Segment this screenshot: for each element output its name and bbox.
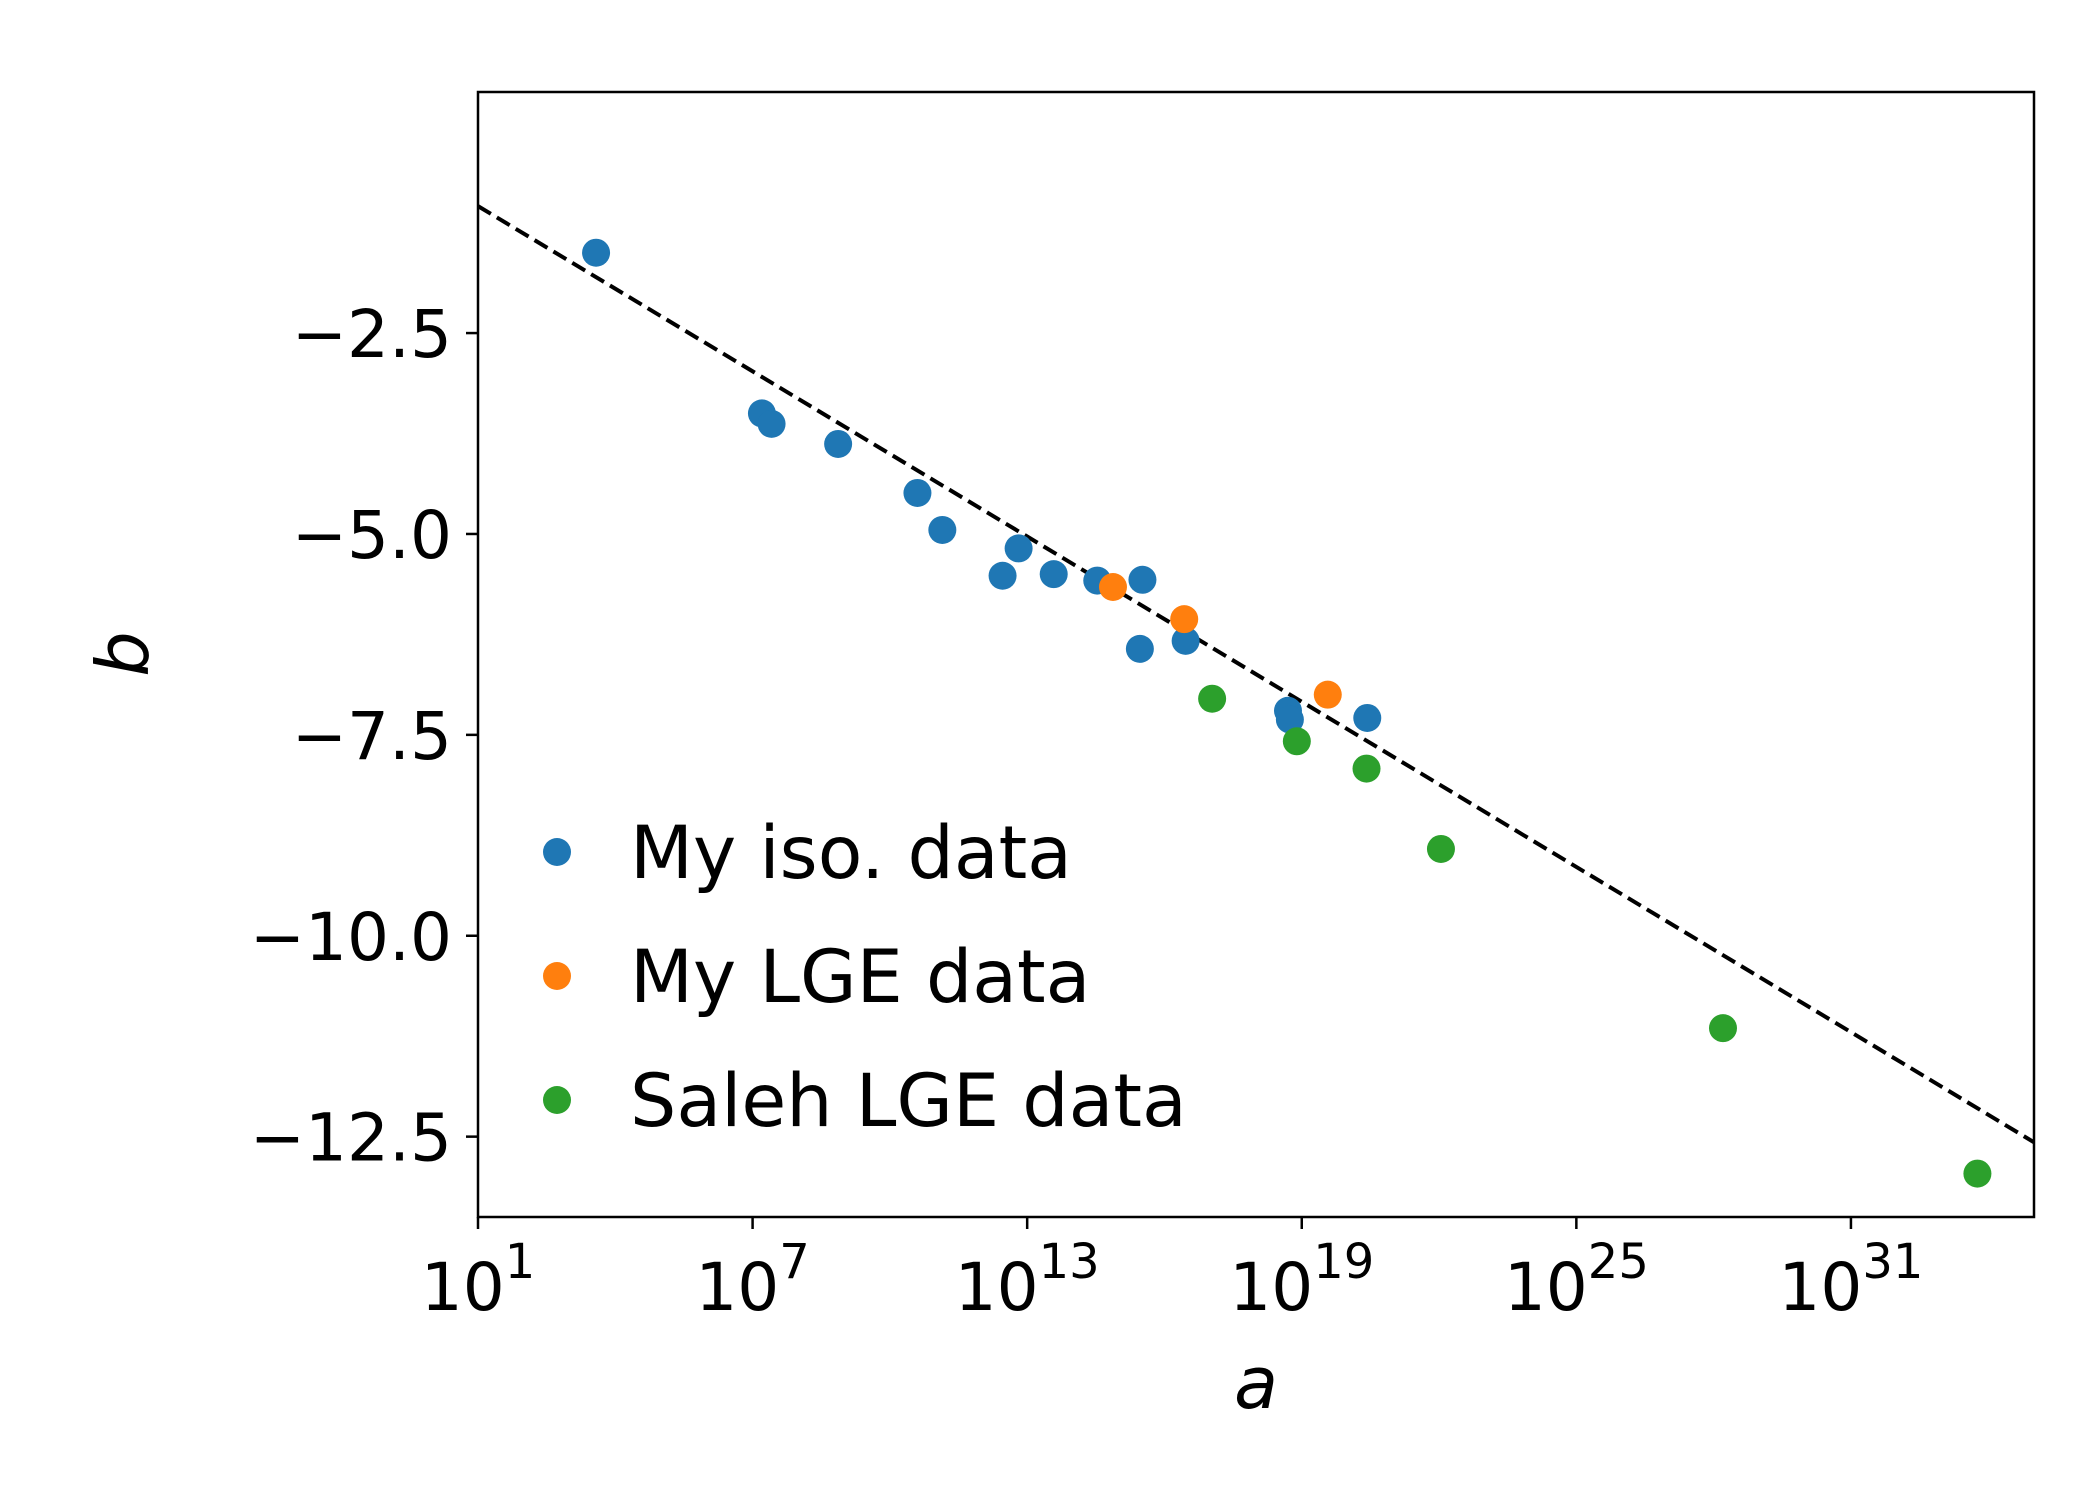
data-point [582,238,611,267]
data-point [1198,684,1227,713]
x-tick-label: 107 [695,1234,810,1326]
legend-marker [543,838,571,866]
x-tick-label: 101 [421,1234,536,1326]
x-tick-label: 1025 [1504,1234,1649,1326]
data-point [1004,534,1033,563]
data-point [1098,573,1127,601]
data-point [1708,1014,1737,1043]
y-tick-label: −2.5 [292,296,452,373]
data-point [1170,605,1199,634]
legend-label: Saleh LGE data [630,1059,1187,1144]
data-point [1313,680,1342,709]
data-point [1128,565,1157,594]
data-point [1963,1159,1992,1188]
data-point [1352,754,1381,783]
y-tick-label: −7.5 [292,698,452,775]
data-point [757,409,786,438]
data-point [1125,634,1154,663]
data-point [1039,560,1068,589]
legend-marker [543,1086,571,1114]
legend-label: My iso. data [630,811,1072,896]
y-axis: −2.5 −5.0 −7.5 −10.0 −12.5 [250,296,478,1177]
data-point [1282,727,1311,756]
x-tick-label: 1019 [1229,1234,1374,1326]
data-point [988,561,1017,590]
plot-frame [476,90,2036,1219]
fit-line [476,204,2036,1144]
legend: My iso. data My LGE data Saleh LGE data [543,811,1187,1144]
data-point [1171,626,1200,655]
data-point [1275,705,1304,734]
data-point [1426,834,1455,863]
data-point [1353,703,1382,732]
x-axis: 101 107 1013 1019 1025 1031 [421,1217,1923,1326]
x-axis-label: a [1234,1341,1278,1425]
legend-marker [543,962,571,990]
data-point [903,478,932,507]
x-tick-label: 1031 [1778,1234,1923,1326]
y-tick-label: −5.0 [292,497,452,574]
y-tick-label: −10.0 [250,899,452,976]
plot-marks [476,204,2036,1188]
y-axis-label: b [81,631,165,677]
x-tick-label: 1013 [955,1234,1100,1326]
legend-label: My LGE data [630,935,1090,1020]
y-tick-label: −12.5 [250,1100,452,1177]
data-point [928,515,957,544]
data-point [824,429,853,458]
